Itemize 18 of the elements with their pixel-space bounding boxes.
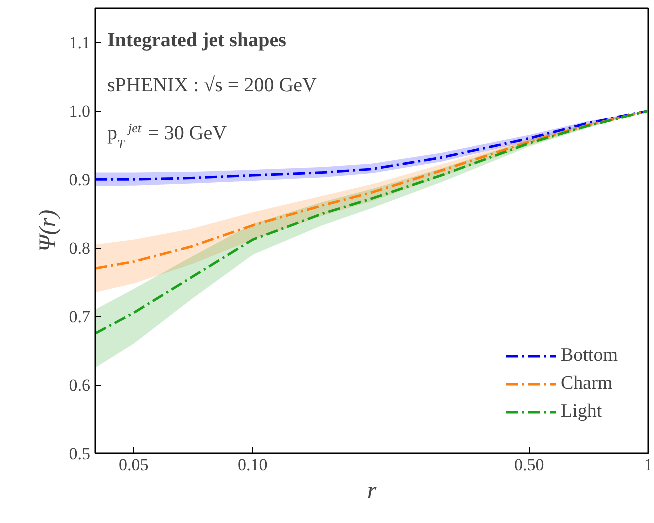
y-tick-label: 1.1	[69, 34, 90, 53]
x-axis-title: r	[367, 478, 378, 504]
y-tick-label: 0.5	[69, 444, 90, 464]
y-tick-label: 0.9	[69, 170, 90, 190]
y-tick-label: 1.0	[69, 102, 90, 122]
legend-label: Charm	[560, 373, 613, 395]
x-tick-label: 0.50	[514, 456, 544, 474]
y-tick-label: 0.8	[69, 239, 90, 258]
y-tick-label: 0.7	[69, 308, 91, 327]
x-tick-label: 0.10	[238, 456, 268, 474]
y-tick-label: 0.6	[69, 376, 90, 396]
legend-label: Bottom	[560, 345, 618, 367]
annotation: sPHENIX : √s = 200 GeV	[108, 74, 318, 96]
text: Integrated jet shapes	[108, 30, 287, 52]
x-tick-label: 0.05	[118, 456, 149, 474]
y-axis-title: Ψ(r)	[35, 210, 62, 252]
x-tick-label: 1	[644, 456, 653, 474]
legend-label: Light	[560, 401, 602, 423]
